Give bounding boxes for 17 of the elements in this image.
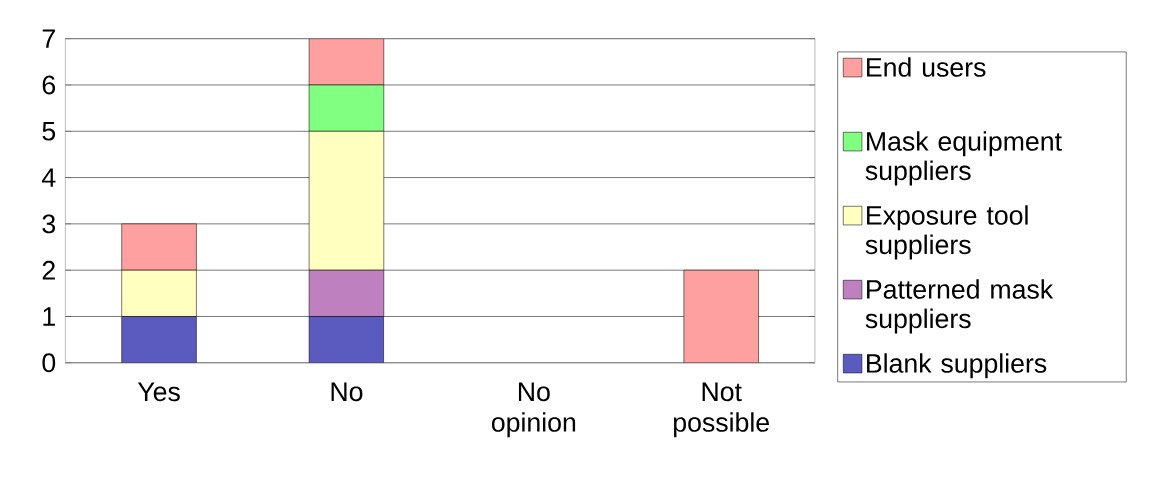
y-tick-label: 7: [42, 29, 55, 48]
y-tick-label: 2: [42, 260, 55, 280]
y-tick-label: 4: [41, 168, 56, 187]
y-tick-label: 1: [43, 307, 55, 326]
y-tick-label: 5: [42, 121, 56, 141]
y-tick-label: 3: [42, 214, 56, 234]
legend-label: Blank suppliers: [867, 353, 1047, 378]
x-tick-label: No: [331, 382, 363, 401]
y-tick-label: 6: [42, 75, 56, 95]
y-tick-label: 0: [42, 353, 56, 372]
x-tick-label: No opinion: [491, 382, 576, 437]
legend-label: Mask equipment suppliers: [865, 131, 1062, 186]
legend-label: Exposure tool suppliers: [865, 205, 1028, 260]
x-tick-label: Not possible: [674, 382, 769, 437]
x-tick-label: Yes: [137, 382, 180, 401]
legend-label: End users: [867, 57, 986, 77]
legend-label: Patterned mask suppliers: [865, 279, 1054, 334]
